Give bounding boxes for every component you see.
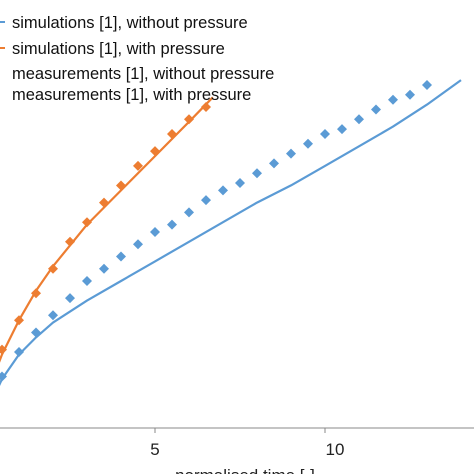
data-point-series-2 — [167, 219, 177, 230]
data-point-series-3 — [99, 197, 109, 208]
data-point-series-2 — [82, 276, 92, 286]
data-point-series-3 — [82, 217, 92, 228]
data-point-series-2 — [99, 263, 109, 274]
data-point-series-2 — [31, 327, 41, 338]
legend: simulations [1], without pressure simula… — [0, 14, 274, 104]
data-point-series-3 — [14, 315, 24, 326]
series-line-0 — [0, 79, 462, 386]
data-point-series-3 — [201, 102, 211, 113]
data-point-series-3 — [133, 160, 143, 171]
data-point-series-2 — [422, 80, 432, 90]
x-axis-title: normalised time [-] — [175, 466, 315, 474]
x-tick-label-0: 5 — [150, 440, 159, 459]
data-point-series-2 — [320, 129, 330, 139]
data-point-series-2 — [371, 104, 381, 115]
legend-label-2: measurements [1], without pressure — [12, 65, 274, 83]
data-point-series-3 — [116, 180, 126, 191]
data-point-series-3 — [150, 146, 160, 157]
legend-label-1: simulations [1], with pressure — [12, 40, 225, 58]
data-point-series-2 — [48, 310, 58, 321]
data-point-series-2 — [269, 158, 279, 169]
data-point-series-2 — [14, 347, 24, 358]
data-point-series-2 — [116, 251, 126, 262]
data-point-series-2 — [286, 148, 296, 159]
legend-label-3: measurements [1], with pressure — [12, 86, 251, 104]
legend-label-0: simulations [1], without pressure — [12, 14, 248, 32]
data-point-series-2 — [201, 195, 211, 206]
data-point-series-2 — [303, 138, 313, 149]
data-point-series-2 — [184, 207, 194, 218]
data-point-series-2 — [252, 168, 262, 179]
data-point-series-2 — [337, 124, 347, 135]
data-point-series-2 — [0, 371, 7, 382]
series-line-1 — [0, 96, 214, 363]
series-layer — [0, 79, 462, 386]
data-point-series-3 — [0, 344, 7, 355]
data-point-series-3 — [31, 288, 41, 299]
data-point-series-2 — [133, 239, 143, 250]
data-point-series-3 — [48, 263, 58, 274]
plot-area: 5 10 normalised time [-] — [0, 79, 474, 474]
data-point-series-2 — [405, 89, 415, 100]
data-point-series-2 — [354, 114, 364, 125]
data-point-series-3 — [65, 236, 75, 247]
data-point-series-2 — [218, 185, 228, 196]
data-point-series-2 — [65, 293, 75, 304]
data-point-series-2 — [388, 94, 398, 105]
data-point-series-2 — [150, 227, 160, 237]
x-tick-label-1: 10 — [326, 440, 345, 459]
data-point-series-2 — [235, 178, 245, 188]
data-point-series-3 — [184, 114, 194, 125]
data-point-series-3 — [167, 129, 177, 139]
